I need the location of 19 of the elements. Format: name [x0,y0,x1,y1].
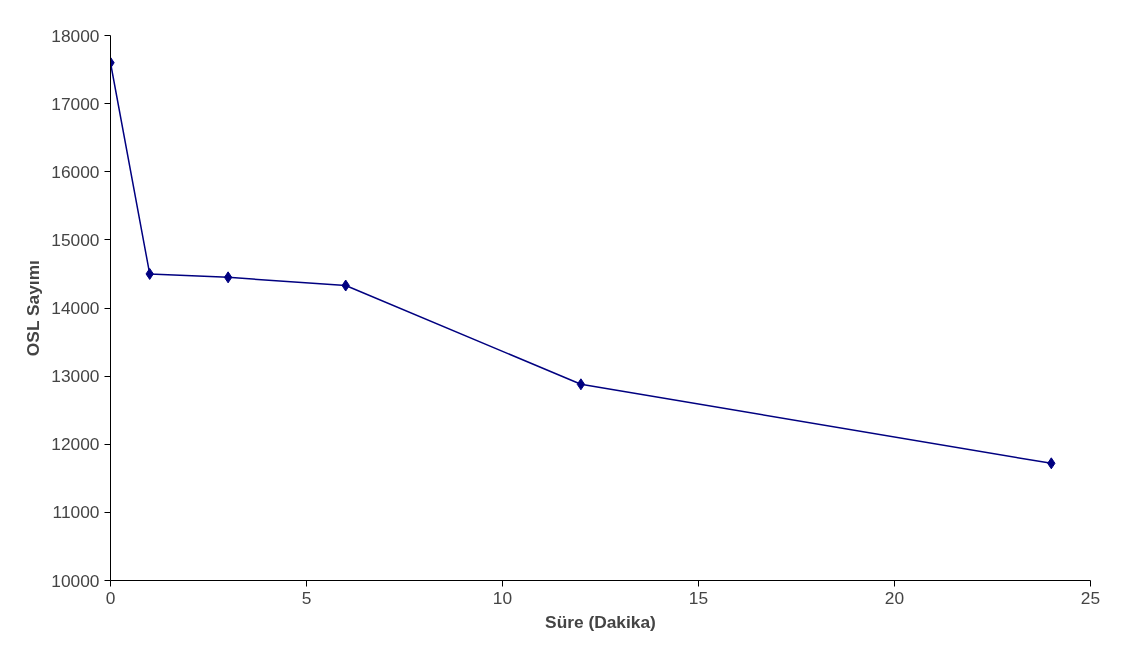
y-tick-label: 17000 [51,93,100,114]
y-tick-label: 16000 [51,161,100,182]
x-tick-label: 10 [492,587,513,608]
x-tick-label: 25 [1080,587,1101,608]
x-tick-label: 20 [884,587,905,608]
x-axis-title: Süre (Dakika) [545,611,656,632]
y-tick-label: 11000 [52,502,100,523]
y-tick-label: 10000 [51,570,100,591]
point [576,378,586,391]
x-tick-label: 0 [105,587,116,608]
y-axis-title: OSL Sayımı [23,260,44,357]
y-tick-label: 14000 [51,298,100,318]
y-tick-label: 15000 [51,229,100,250]
y-tick-label: 12000 [51,434,100,455]
y-tick-label: 18000 [51,25,100,46]
point [223,271,233,284]
x-tick-label: 15 [688,587,709,608]
x-tick-label: 5 [301,587,312,608]
y-tick-label: 13000 [51,366,100,387]
